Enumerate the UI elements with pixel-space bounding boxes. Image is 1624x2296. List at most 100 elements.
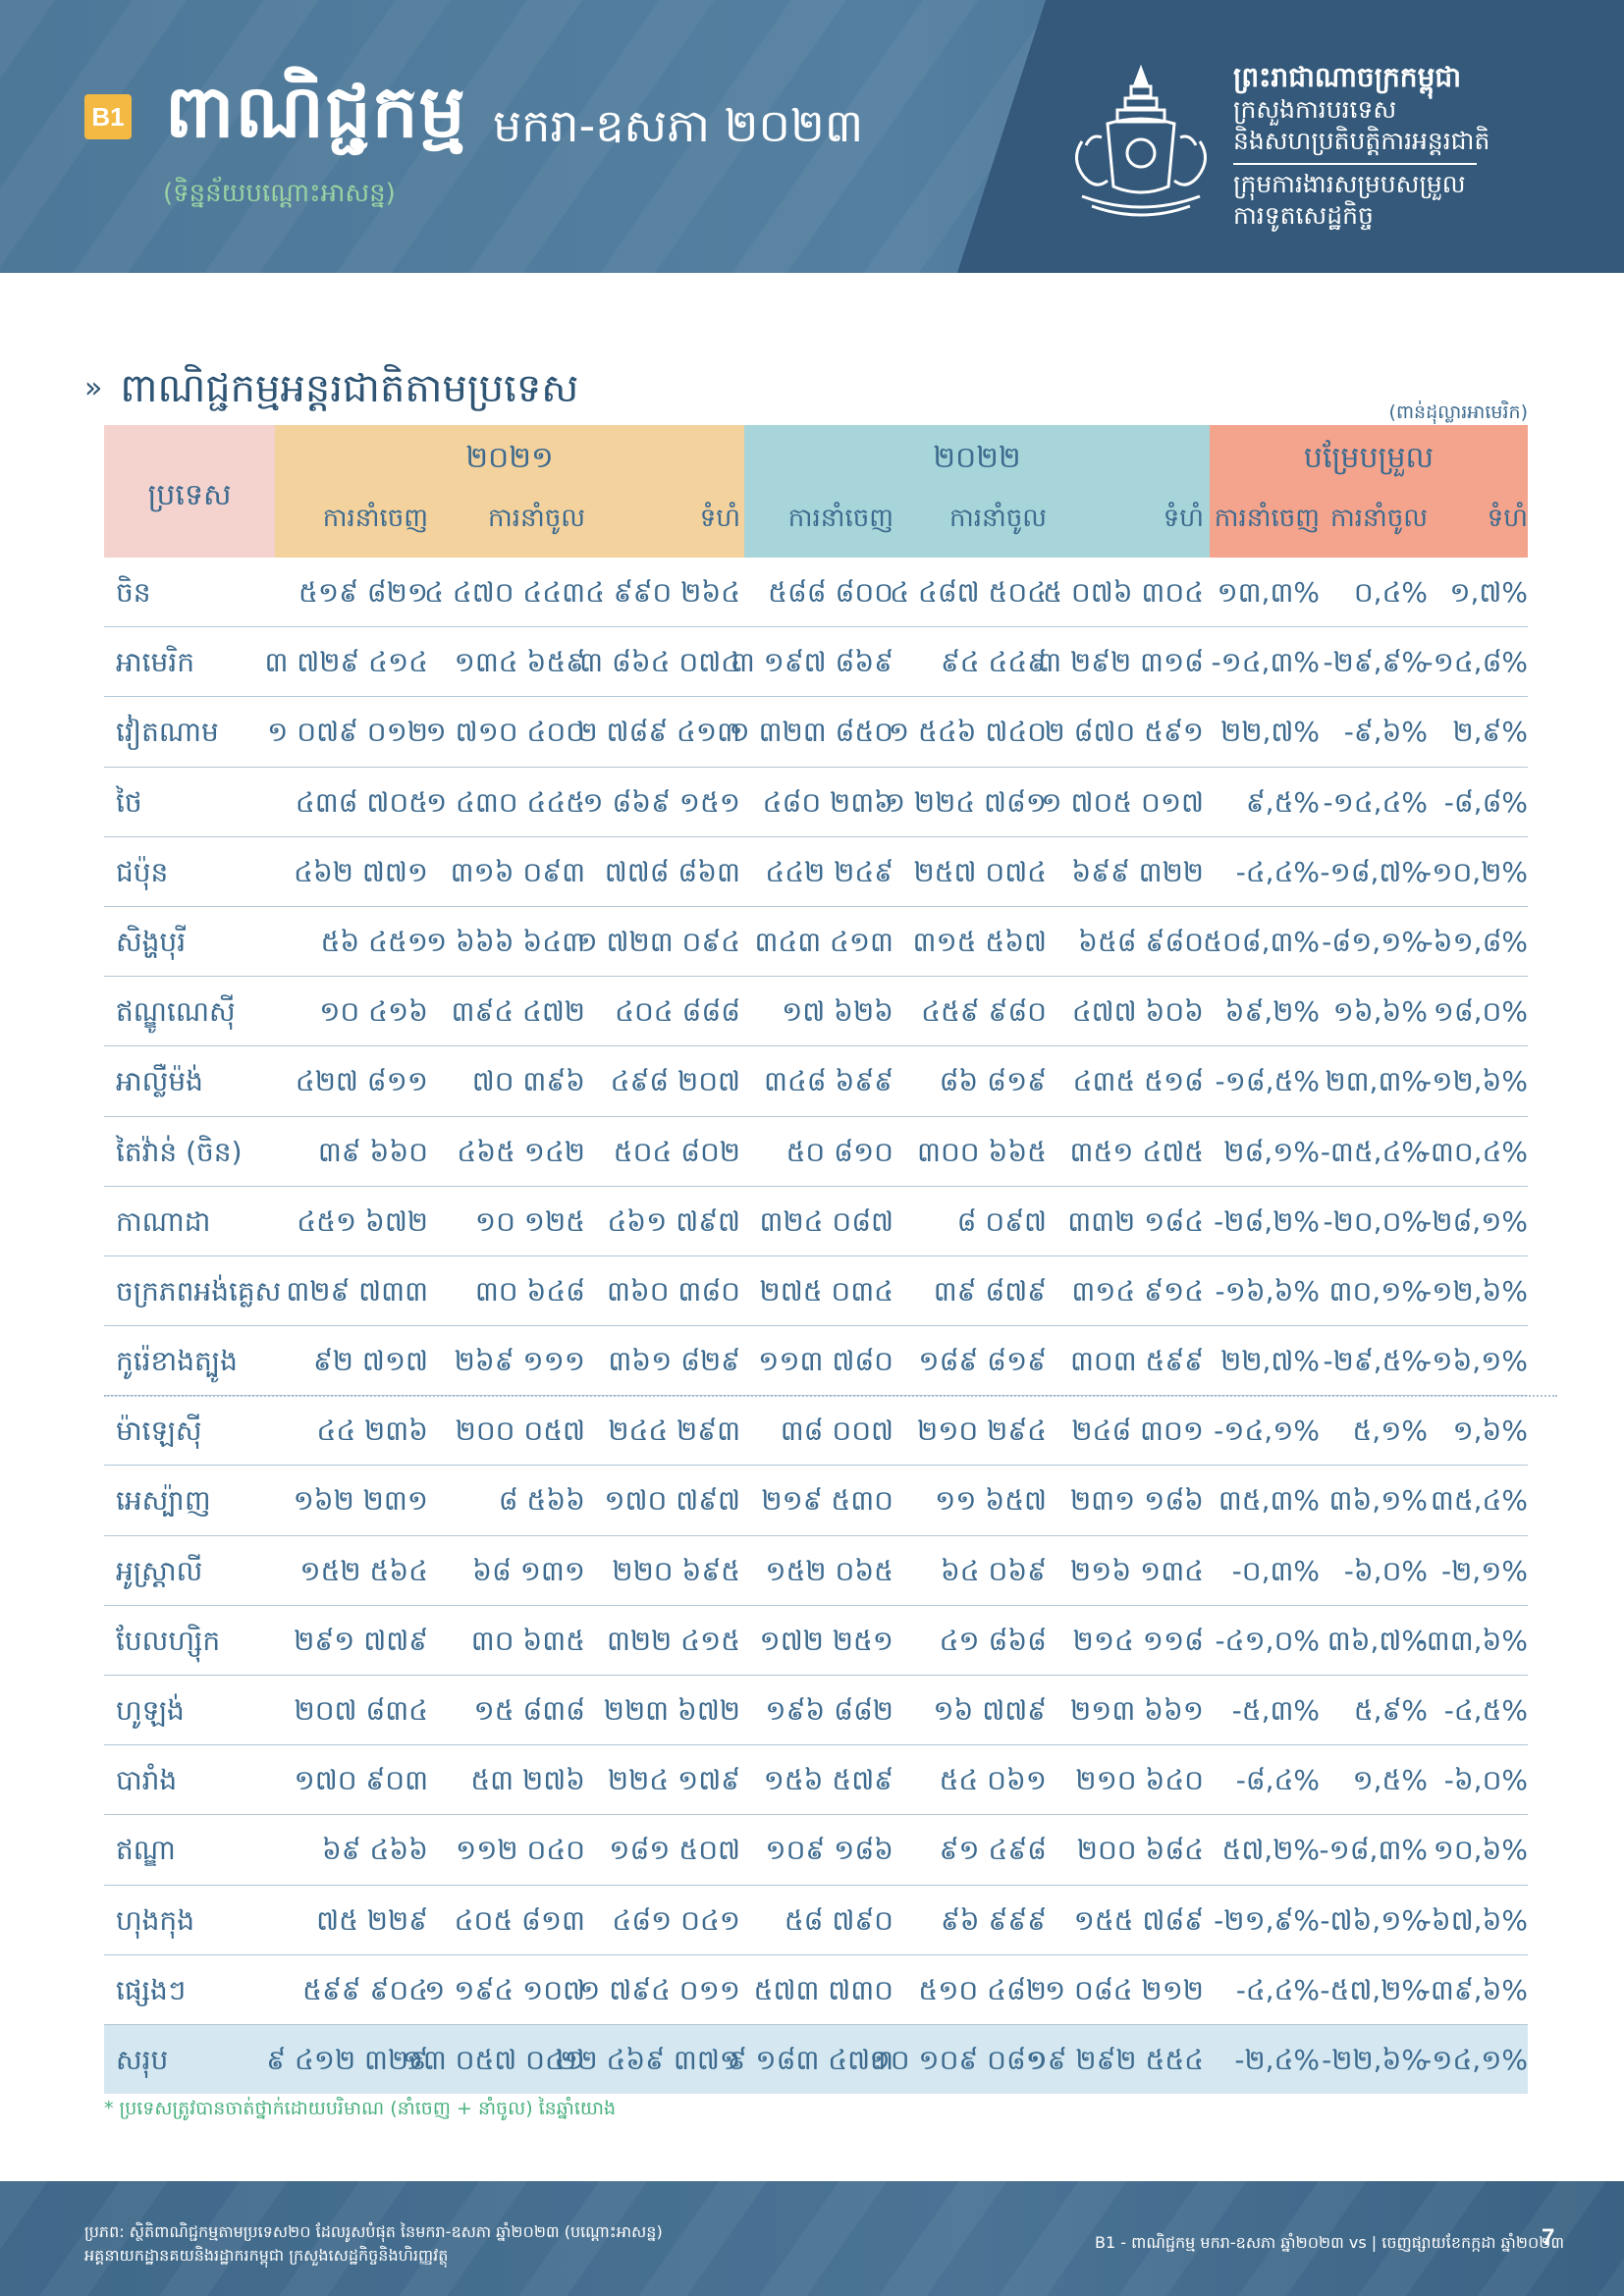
country-header: ប្រទេស bbox=[147, 478, 232, 512]
value-cell: ៣៦,១% bbox=[1328, 1484, 1428, 1518]
value-cell: ៣០៣ ៥៩៩ bbox=[1069, 1345, 1204, 1378]
country-name: សរុប bbox=[116, 2043, 169, 2076]
value-cell: ៣៤៣ ៤១៣ bbox=[754, 925, 893, 958]
value-cell: ៩ ៤១២ ៣២៩ bbox=[266, 2043, 428, 2076]
value-cell: ៣៩ ៨៧៩ bbox=[933, 1274, 1047, 1308]
value-cell: ៥,៩% bbox=[1353, 1694, 1428, 1727]
page-number: 7 bbox=[1542, 2224, 1555, 2251]
value-cell: ៤ ៤៨៧ ៥០៤ bbox=[890, 576, 1047, 609]
value-cell: ៣ ៧២៩ ៤១៤ bbox=[264, 646, 428, 679]
value-cell: ៨ ០៩៧ bbox=[956, 1204, 1047, 1238]
table-row: ជប៉ុន ៤៦២ ៧៧១ ៣១៦ ០៩៣ ៧៧៨ ៨៦៣ ៤៤២ ២៤៩ ២៥៧ ០៧៤… bbox=[104, 837, 1528, 907]
country-name: ថៃ bbox=[116, 785, 142, 819]
ministry-name-2: និងសហប្រតិបត្តិការអន្តរជាតិ bbox=[1233, 127, 1490, 155]
value-cell: ៤៦១ ៧៩៧ bbox=[607, 1204, 740, 1238]
value-cell: ៤៤ ២៣៦ bbox=[316, 1415, 429, 1448]
value-cell: ៦៩៩ ៣២២ bbox=[1071, 855, 1204, 888]
section-badge: B1 bbox=[84, 94, 132, 139]
value-cell: ៣ ៨៦៤ ០៧៤ bbox=[579, 646, 740, 679]
value-cell: ៨៦ ៨១៩ bbox=[939, 1065, 1047, 1098]
value-cell: ១៨១ ៥០៧ bbox=[609, 1834, 740, 1867]
country-name: ឥណ្ឌូណេស៊ី bbox=[116, 995, 236, 1029]
value-cell: ១៦ ៧៧៩ bbox=[933, 1694, 1047, 1727]
value-cell: ១១២ ០៤០ bbox=[456, 1834, 585, 1867]
footnote: * ប្រទេសត្រូវបានចាត់ថ្នាក់ដោយបរិមាណ (នាំ… bbox=[104, 2098, 617, 2119]
value-cell: ៤៤២ ២៤៩ bbox=[765, 855, 893, 888]
value-cell: -៦,០% bbox=[1343, 1554, 1428, 1587]
value-cell: ០,៤% bbox=[1353, 576, 1428, 609]
value-cell: ៩៦ ៩៩៩ bbox=[940, 1903, 1047, 1937]
value-cell: -១៦,១% bbox=[1422, 1345, 1528, 1378]
value-cell: ៥១០ ៤៨២ bbox=[918, 1973, 1047, 2006]
value-cell: ៨ ៥៦៦ bbox=[498, 1484, 585, 1518]
value-cell: ១៥ ៨៣៨ bbox=[473, 1694, 586, 1727]
value-cell: ៩៤ ៤៤៩ bbox=[940, 646, 1047, 679]
value-cell: ២០៧ ៨៣៤ bbox=[294, 1694, 428, 1727]
table-row: ឥណ្ឌូណេស៊ី ១០ ៤១៦ ៣៩៤ ៤៧២ ៤០៤ ៨៨៨ ១៧ ៦២៦ ៤៥៩ … bbox=[104, 977, 1528, 1047]
subheader-import-change: ការនាំចូល bbox=[1329, 504, 1428, 533]
subheader-export-2021: ការនាំចេញ bbox=[322, 504, 428, 533]
page-header: B1 ពាណិជ្ជកម្ម មករា-ឧសភា ២០២៣ (ទិន្នន័យប… bbox=[0, 0, 1624, 273]
value-cell: ៥៩៩ ៩០៤ bbox=[302, 1973, 428, 2006]
value-cell: ២១៩ ៥៣០ bbox=[761, 1484, 893, 1518]
value-cell: -៨,៤% bbox=[1235, 1764, 1320, 1797]
value-cell: ១ ០៨៤ ២១២ bbox=[1044, 1973, 1204, 2006]
value-cell: -២,៤% bbox=[1234, 2043, 1320, 2076]
value-cell: -២០,០% bbox=[1323, 1204, 1428, 1238]
value-cell: ៣០ ៦៤៨ bbox=[474, 1274, 585, 1308]
value-cell: ៣០,១% bbox=[1328, 1274, 1428, 1308]
value-cell: ៤៧៧ ៦០៦ bbox=[1071, 995, 1204, 1029]
value-cell: ៧៥ ២២៩ bbox=[316, 1903, 428, 1937]
value-cell: ១ ៧២៣ ០៩៤ bbox=[576, 925, 740, 958]
country-name: តៃវ៉ាន់ (ចិន) bbox=[116, 1135, 243, 1168]
value-cell: ៥៦ ៤៥១ bbox=[320, 925, 428, 958]
value-cell: ១៨,០% bbox=[1433, 995, 1528, 1029]
value-cell: ៥៤ ០៦១ bbox=[939, 1764, 1047, 1797]
value-cell: -៤១,០% bbox=[1215, 1624, 1320, 1657]
value-cell: ៤០៥ ៨១៣ bbox=[454, 1903, 585, 1937]
table-row: បារាំង ១៧០ ៩០៣ ៥៣ ២៧៦ ២២៤ ១៧៩ ១៥៦ ៥៧៩ ៥៤ ០៦១ ២… bbox=[104, 1745, 1528, 1816]
value-cell: ១០ ៤១៦ bbox=[319, 995, 428, 1029]
ministry-block: ព្រះរាជាណាចក្រកម្ពុជា ក្រសួងការបរទេស និង… bbox=[1233, 61, 1489, 232]
value-cell: ៣២៤ ០៨៧ bbox=[759, 1204, 893, 1238]
value-cell: ៤១ ៨៦៨ bbox=[939, 1624, 1047, 1657]
royal-emblem-icon bbox=[1075, 64, 1207, 217]
table-row: អូស្ត្រាលី ១៥២ ៥៦៤ ៦៨ ១៣១ ២២០ ៦៩៥ ១៥២ ០៦៥ ៦៤ … bbox=[104, 1536, 1528, 1606]
value-cell: ៤៥៩ ៩៨០ bbox=[921, 995, 1047, 1029]
value-cell: ៣១៦ ០៩៣ bbox=[450, 855, 585, 888]
value-cell: ៦៨ ១៣១ bbox=[472, 1554, 585, 1587]
country-name: ម៉ាឡេស៊ី bbox=[116, 1415, 202, 1448]
footer-publication: B1 - ពាណិជ្ជកម្ម មករា-ឧសភា ឆ្នាំ២០២៣ vs … bbox=[1095, 2233, 1565, 2252]
value-cell: ២១៣ ៦៦១ bbox=[1069, 1694, 1204, 1727]
working-group-2: ការទូតសេដ្ឋកិច្ច bbox=[1233, 201, 1374, 230]
country-name: ចិន bbox=[116, 576, 151, 609]
subheader-volume-2021: ទំហំ bbox=[699, 504, 740, 533]
value-cell: ៤៣៨ ៧០៥ bbox=[295, 785, 428, 819]
value-cell: ១ ៨៦៩ ១៥១ bbox=[582, 785, 740, 819]
value-cell: ៤ ៩៩០ ២៦៤ bbox=[585, 576, 740, 609]
value-cell: ២២៤ ១៧៩ bbox=[607, 1764, 740, 1797]
kingdom-name: ព្រះរាជាណាចក្រកម្ពុជា bbox=[1233, 61, 1462, 93]
value-cell: ១៩៦ ៨៨២ bbox=[765, 1694, 893, 1727]
value-cell: -១៤,១% bbox=[1214, 1415, 1320, 1448]
value-cell: ៩ ១៨៣ ៤៧៣ bbox=[727, 2043, 893, 2076]
country-name: វៀតណាម bbox=[116, 716, 219, 749]
country-name: អាមេរិក bbox=[116, 646, 194, 679]
value-cell: ៥០៨,៣% bbox=[1203, 925, 1320, 958]
value-cell: ២៨,១% bbox=[1223, 1135, 1320, 1168]
value-cell: -១៤,៣% bbox=[1211, 646, 1320, 679]
value-cell: ២៦៩ ១១១ bbox=[454, 1345, 585, 1378]
table-row: ម៉ាឡេស៊ី ៤៤ ២៣៦ ២០០ ០៥៧ ២៤៤ ២៩៣ ៣៨ ០០៧ ២១០ ២៩… bbox=[104, 1396, 1528, 1467]
country-name: អាល្លឺម៉ង់ bbox=[116, 1065, 203, 1098]
country-name: ផ្សេងៗ bbox=[116, 1973, 187, 2006]
value-cell: ១៥៥ ៧៨៩ bbox=[1073, 1903, 1204, 1937]
value-cell: ៥០៤ ៨០២ bbox=[613, 1135, 740, 1168]
value-cell: ២៧៥ ០៣៤ bbox=[759, 1274, 893, 1308]
value-cell: -១២,៦% bbox=[1422, 1274, 1528, 1308]
value-cell: -១៤,១% bbox=[1422, 2043, 1528, 2076]
value-cell: ៥៨៨ ៨០០ bbox=[768, 576, 893, 609]
country-name: ជប៉ុន bbox=[116, 855, 169, 888]
value-cell: -២៩,៥% bbox=[1323, 1345, 1428, 1378]
value-cell: ៥៨ ៧៩០ bbox=[784, 1903, 893, 1937]
value-cell: ៣៥,៤% bbox=[1430, 1484, 1528, 1518]
